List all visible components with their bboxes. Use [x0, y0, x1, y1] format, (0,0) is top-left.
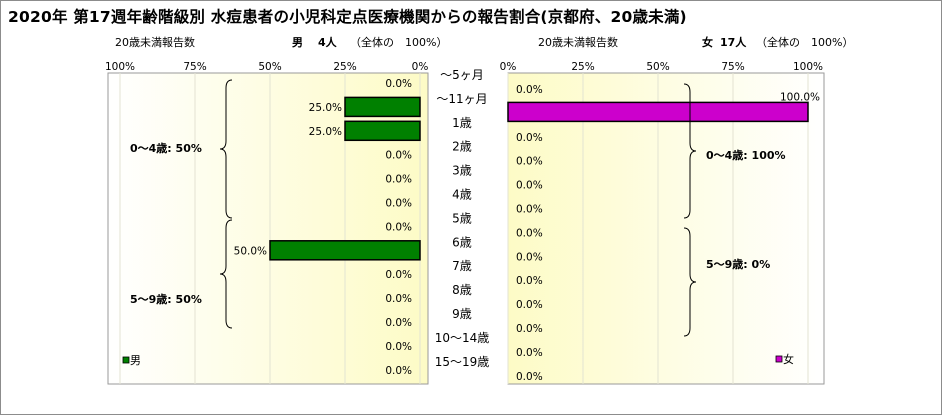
- right-group-label-5-9: 5～9歳: 0%: [706, 257, 770, 271]
- female-value-label: 0.0%: [516, 204, 543, 216]
- right-plot-area: [507, 72, 825, 385]
- female-value-label: 0.0%: [516, 323, 543, 335]
- female-value-label: 0.0%: [516, 371, 543, 383]
- age-category-label: 4歳: [452, 188, 472, 202]
- left-group-label-0-4: 0～4歳: 50%: [130, 141, 202, 155]
- male-value-label: 0.0%: [385, 198, 412, 210]
- female-value-label: 0.0%: [516, 227, 543, 239]
- right-count: 17人: [720, 36, 747, 49]
- female-bar: [507, 101, 809, 123]
- male-value-label: 0.0%: [385, 78, 412, 90]
- male-bar: [344, 120, 421, 142]
- female-value-label: 0.0%: [516, 132, 543, 144]
- male-value-label: 0.0%: [385, 150, 412, 162]
- left-tick-label: 0%: [412, 61, 429, 73]
- age-category-label: 2歳: [452, 140, 472, 154]
- age-category-label: ～11ヶ月: [436, 92, 487, 106]
- right-tick-label: 0%: [500, 61, 517, 73]
- right-group-label-0-4: 0～4歳: 100%: [706, 148, 786, 162]
- female-value-label: 0.0%: [516, 347, 543, 359]
- male-legend-label: 男: [130, 354, 141, 367]
- male-value-label: 25.0%: [309, 102, 342, 114]
- male-value-label: 0.0%: [385, 341, 412, 353]
- left-count: 4人: [318, 36, 337, 49]
- right-count-label: 20歳未満報告数: [538, 36, 618, 49]
- female-value-label: 0.0%: [516, 156, 543, 168]
- female-legend-swatch: [775, 355, 783, 363]
- left-tick-label: 25%: [333, 61, 356, 73]
- female-value-label: 0.0%: [516, 299, 543, 311]
- right-total-note: （全体の 100%）: [756, 36, 854, 49]
- male-bar: [269, 240, 421, 261]
- age-category-label: 9歳: [452, 307, 472, 321]
- female-value-label: 0.0%: [516, 251, 543, 263]
- female-value-label: 100.0%: [780, 91, 820, 103]
- male-value-label: 0.0%: [385, 293, 412, 305]
- male-value-label: 0.0%: [385, 221, 412, 233]
- left-tick-label: 75%: [183, 61, 206, 73]
- right-tick-label: 50%: [646, 61, 669, 73]
- age-category-label: 15～19歳: [435, 355, 490, 369]
- age-category-label: 5歳: [452, 211, 472, 225]
- left-tick-label: 100%: [105, 61, 135, 73]
- male-value-label: 50.0%: [234, 245, 267, 257]
- male-value-label: 0.0%: [385, 269, 412, 281]
- left-count-label: 20歳未満報告数: [115, 36, 195, 49]
- right-brace-0-4: [683, 83, 697, 219]
- male-value-label: 0.0%: [385, 365, 412, 377]
- right-tick-label: 75%: [721, 61, 744, 73]
- age-category-label: ～5ヶ月: [440, 68, 484, 82]
- male-value-label: 0.0%: [385, 317, 412, 329]
- age-category-label: 10～14歳: [435, 331, 490, 345]
- left-sex-label: 男: [292, 36, 303, 49]
- age-category-label: 8歳: [452, 283, 472, 297]
- male-value-label: 25.0%: [309, 126, 342, 138]
- left-plot-area: [107, 72, 429, 385]
- male-bar: [344, 96, 421, 118]
- age-category-label: 1歳: [452, 116, 472, 130]
- chart-title: 2020年 第17週年齢階級別 水痘患者の小児科定点医療機関からの報告割合(京都…: [8, 8, 687, 26]
- left-total-note: （全体の 100%）: [350, 36, 448, 49]
- right-sex-label: 女: [702, 36, 713, 49]
- female-value-label: 0.0%: [516, 275, 543, 287]
- female-value-label: 0.0%: [516, 180, 543, 192]
- left-brace-0-4: [219, 79, 233, 219]
- male-value-label: 0.0%: [385, 174, 412, 186]
- female-value-label: 0.0%: [516, 84, 543, 96]
- right-tick-label: 100%: [793, 61, 823, 73]
- age-category-label: 3歳: [452, 164, 472, 178]
- left-brace-5-9: [219, 219, 233, 329]
- right-tick-label: 25%: [571, 61, 594, 73]
- age-category-label: 7歳: [452, 259, 472, 273]
- right-brace-5-9: [683, 227, 697, 337]
- female-legend-label: 女: [783, 352, 794, 366]
- male-legend-swatch: [122, 356, 130, 364]
- left-group-label-5-9: 5～9歳: 50%: [130, 292, 202, 306]
- left-tick-label: 50%: [258, 61, 281, 73]
- age-category-label: 6歳: [452, 235, 472, 249]
